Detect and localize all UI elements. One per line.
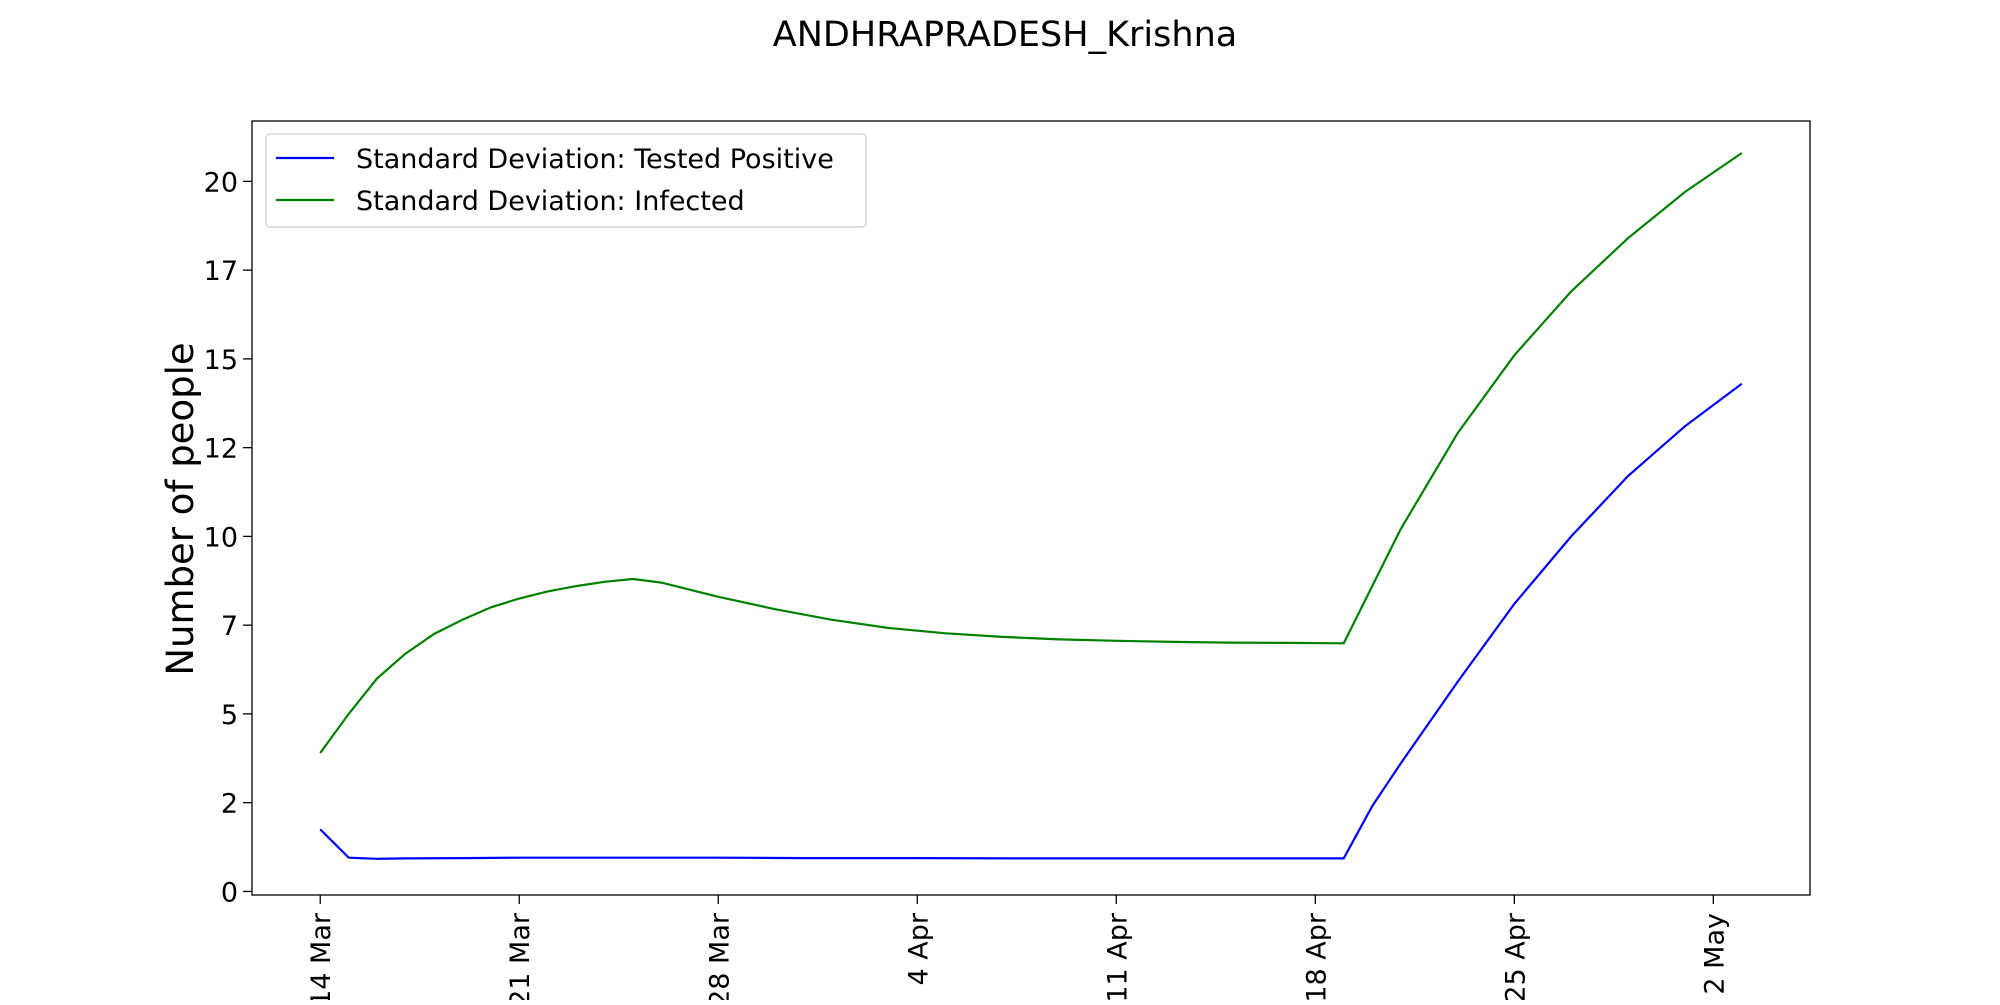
- chart-title: ANDHRAPRADESH_Krishna: [773, 15, 1237, 55]
- plot-frame: [251, 120, 1811, 896]
- x-tick-label: 28 Mar: [704, 912, 735, 1000]
- x-tick-label: 25 Apr: [1500, 912, 1531, 1000]
- y-tick-label: 7: [221, 611, 238, 642]
- x-tick-label: 2 May: [1699, 913, 1730, 995]
- legend-label-1: Standard Deviation: Tested Positive: [356, 144, 834, 175]
- series-line-2: [319, 152, 1743, 754]
- y-tick-label: 20: [204, 167, 238, 198]
- y-tick-label: 17: [204, 256, 238, 287]
- y-axis-label: Number of people: [159, 342, 202, 675]
- legend-label-2: Standard Deviation: Infected: [356, 186, 745, 217]
- series-line-1: [319, 382, 1743, 860]
- x-tick-label: 18 Apr: [1301, 912, 1332, 1000]
- x-tick-label: 11 Apr: [1102, 912, 1133, 1000]
- y-tick-label: 2: [221, 789, 238, 820]
- y-tick-label: 5: [221, 700, 238, 731]
- y-tick-label: 0: [221, 877, 238, 908]
- y-tick-label: 12: [204, 434, 238, 465]
- y-tick-label: 10: [204, 522, 238, 553]
- x-tick-label: 4 Apr: [903, 912, 934, 985]
- plot-area: 14 Mar 21 Mar 28 Mar 4 Apr 11 Apr 18 Apr 25 Ap…: [204, 120, 1811, 1005]
- x-tick-label: 14 Mar: [306, 912, 337, 1000]
- x-tick-label: 21 Mar: [505, 912, 536, 1000]
- y-tick-label: 15: [204, 345, 238, 376]
- legend-box: [265, 133, 867, 228]
